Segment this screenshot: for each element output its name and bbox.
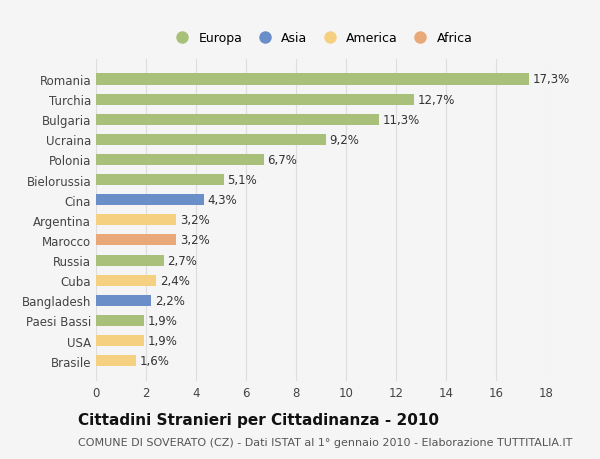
Bar	[96, 235, 176, 246]
Bar	[96, 255, 163, 266]
Bar	[96, 275, 156, 286]
Text: 2,2%: 2,2%	[155, 294, 185, 307]
Text: 3,2%: 3,2%	[180, 234, 209, 247]
Bar	[96, 95, 413, 106]
Bar	[96, 215, 176, 226]
Text: 4,3%: 4,3%	[207, 194, 237, 207]
Text: 2,4%: 2,4%	[160, 274, 190, 287]
Bar	[96, 134, 326, 146]
Bar	[96, 355, 136, 366]
Text: 11,3%: 11,3%	[382, 113, 419, 126]
Bar	[96, 335, 143, 346]
Bar	[96, 114, 379, 125]
Bar	[96, 74, 529, 85]
Bar	[96, 155, 263, 166]
Bar	[96, 295, 151, 306]
Text: 1,9%: 1,9%	[147, 314, 177, 327]
Legend: Europa, Asia, America, Africa: Europa, Asia, America, Africa	[164, 28, 478, 50]
Text: 3,2%: 3,2%	[180, 214, 209, 227]
Bar	[96, 174, 223, 186]
Text: 2,7%: 2,7%	[167, 254, 197, 267]
Text: Cittadini Stranieri per Cittadinanza - 2010: Cittadini Stranieri per Cittadinanza - 2…	[78, 413, 439, 428]
Text: 1,9%: 1,9%	[147, 334, 177, 347]
Bar	[96, 315, 143, 326]
Text: 5,1%: 5,1%	[227, 174, 257, 187]
Bar	[96, 195, 203, 206]
Text: 17,3%: 17,3%	[532, 73, 569, 86]
Text: 9,2%: 9,2%	[330, 134, 359, 146]
Text: COMUNE DI SOVERATO (CZ) - Dati ISTAT al 1° gennaio 2010 - Elaborazione TUTTITALI: COMUNE DI SOVERATO (CZ) - Dati ISTAT al …	[78, 437, 572, 447]
Text: 12,7%: 12,7%	[417, 93, 455, 106]
Text: 6,7%: 6,7%	[267, 154, 297, 167]
Text: 1,6%: 1,6%	[140, 354, 170, 367]
